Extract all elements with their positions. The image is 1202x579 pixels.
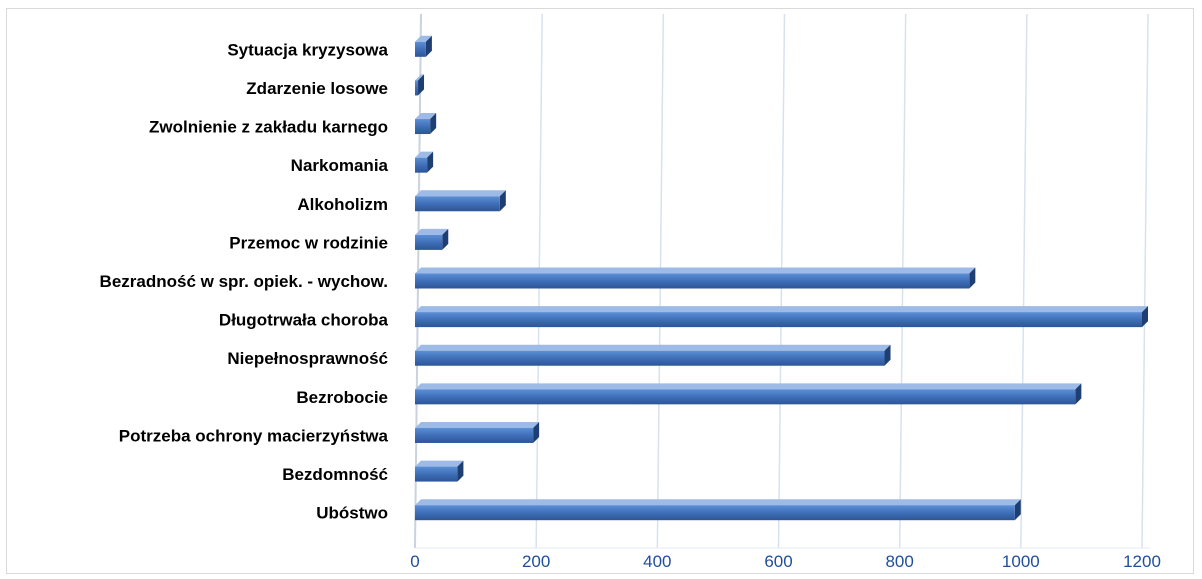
bar-side — [1075, 383, 1082, 405]
bar-side — [427, 151, 434, 173]
category-label: Bezrobocie — [296, 388, 388, 407]
bar-front — [415, 41, 426, 57]
bar-front — [415, 427, 534, 443]
bar — [415, 228, 449, 250]
bar-top — [415, 151, 434, 158]
bar-front — [415, 119, 431, 135]
bar-front — [415, 312, 1142, 328]
bar-side — [425, 35, 432, 57]
category-label: Zwolnienie z zakładu karnego — [149, 118, 388, 137]
bar-top — [415, 344, 891, 351]
x-tick-label: 0 — [410, 552, 419, 571]
bar-front — [415, 80, 419, 96]
bar-top — [415, 74, 425, 81]
category-label: Przemoc w rodzinie — [229, 233, 388, 252]
bar-side — [969, 267, 976, 289]
bar — [415, 35, 432, 57]
category-label: Narkomania — [291, 156, 389, 175]
bar-side — [1142, 306, 1148, 328]
bar-top — [415, 35, 432, 42]
category-label: Bezdomność — [282, 465, 388, 484]
category-label: Długotrwała choroba — [219, 311, 389, 330]
category-label: Ubóstwo — [316, 504, 388, 523]
bar-top — [415, 421, 540, 428]
bar-front — [415, 157, 428, 173]
chart-frame — [6, 8, 1194, 574]
gridline-1000 — [1020, 13, 1028, 549]
bar-top — [415, 460, 464, 467]
bar-top — [415, 228, 449, 235]
bar-front — [415, 389, 1076, 405]
gridline-1200 — [1141, 13, 1149, 549]
bar — [415, 151, 434, 173]
category-label: Zdarzenie losowe — [246, 79, 388, 98]
x-tick-label: 400 — [643, 552, 671, 571]
bar-top — [415, 306, 1148, 313]
category-label: Sytuacja kryzysowa — [227, 40, 388, 59]
x-axis-tick-labels: 0 200 400 600 800 1000 1200 — [410, 552, 1161, 571]
x-tick-label: 600 — [764, 552, 792, 571]
bar — [415, 113, 437, 135]
bar-front — [415, 234, 443, 250]
bar — [415, 344, 891, 366]
bar — [415, 460, 464, 482]
bar-side — [533, 421, 540, 443]
x-tick-label: 1000 — [1002, 552, 1040, 571]
bar-side — [442, 228, 449, 250]
category-label: Niepełnosprawność — [227, 349, 388, 368]
bar — [415, 74, 425, 96]
bar-front — [415, 196, 500, 212]
bar-front — [415, 273, 970, 289]
bar-top — [415, 383, 1082, 390]
bar-top — [415, 499, 1021, 506]
bar-top — [415, 267, 976, 274]
bar-side — [418, 74, 425, 96]
bar-side — [430, 113, 437, 135]
bar — [415, 383, 1082, 405]
category-label: Bezradność w spr. opiek. - wychow. — [100, 272, 388, 291]
bar-front — [415, 466, 458, 482]
bar-side — [457, 460, 464, 482]
bar-front — [415, 350, 885, 366]
bar-side — [1014, 499, 1021, 521]
bar — [415, 421, 540, 443]
bar — [415, 190, 506, 212]
bar — [415, 499, 1021, 521]
x-tick-label: 800 — [885, 552, 913, 571]
bar — [415, 267, 976, 289]
bar-front — [415, 505, 1015, 521]
category-label: Potrzeba ochrony macierzyństwa — [119, 426, 389, 445]
category-label: Alkoholizm — [297, 195, 388, 214]
bar — [415, 306, 1148, 328]
bar-top — [415, 190, 506, 197]
x-tick-label: 1200 — [1123, 552, 1161, 571]
bars — [415, 35, 1148, 521]
bar-side — [884, 344, 891, 366]
bar-side — [499, 190, 506, 212]
category-labels: Ubóstwo Bezdomność Potrzeba ochrony macier… — [100, 40, 389, 522]
bar-top — [415, 113, 437, 120]
x-tick-label: 200 — [522, 552, 550, 571]
